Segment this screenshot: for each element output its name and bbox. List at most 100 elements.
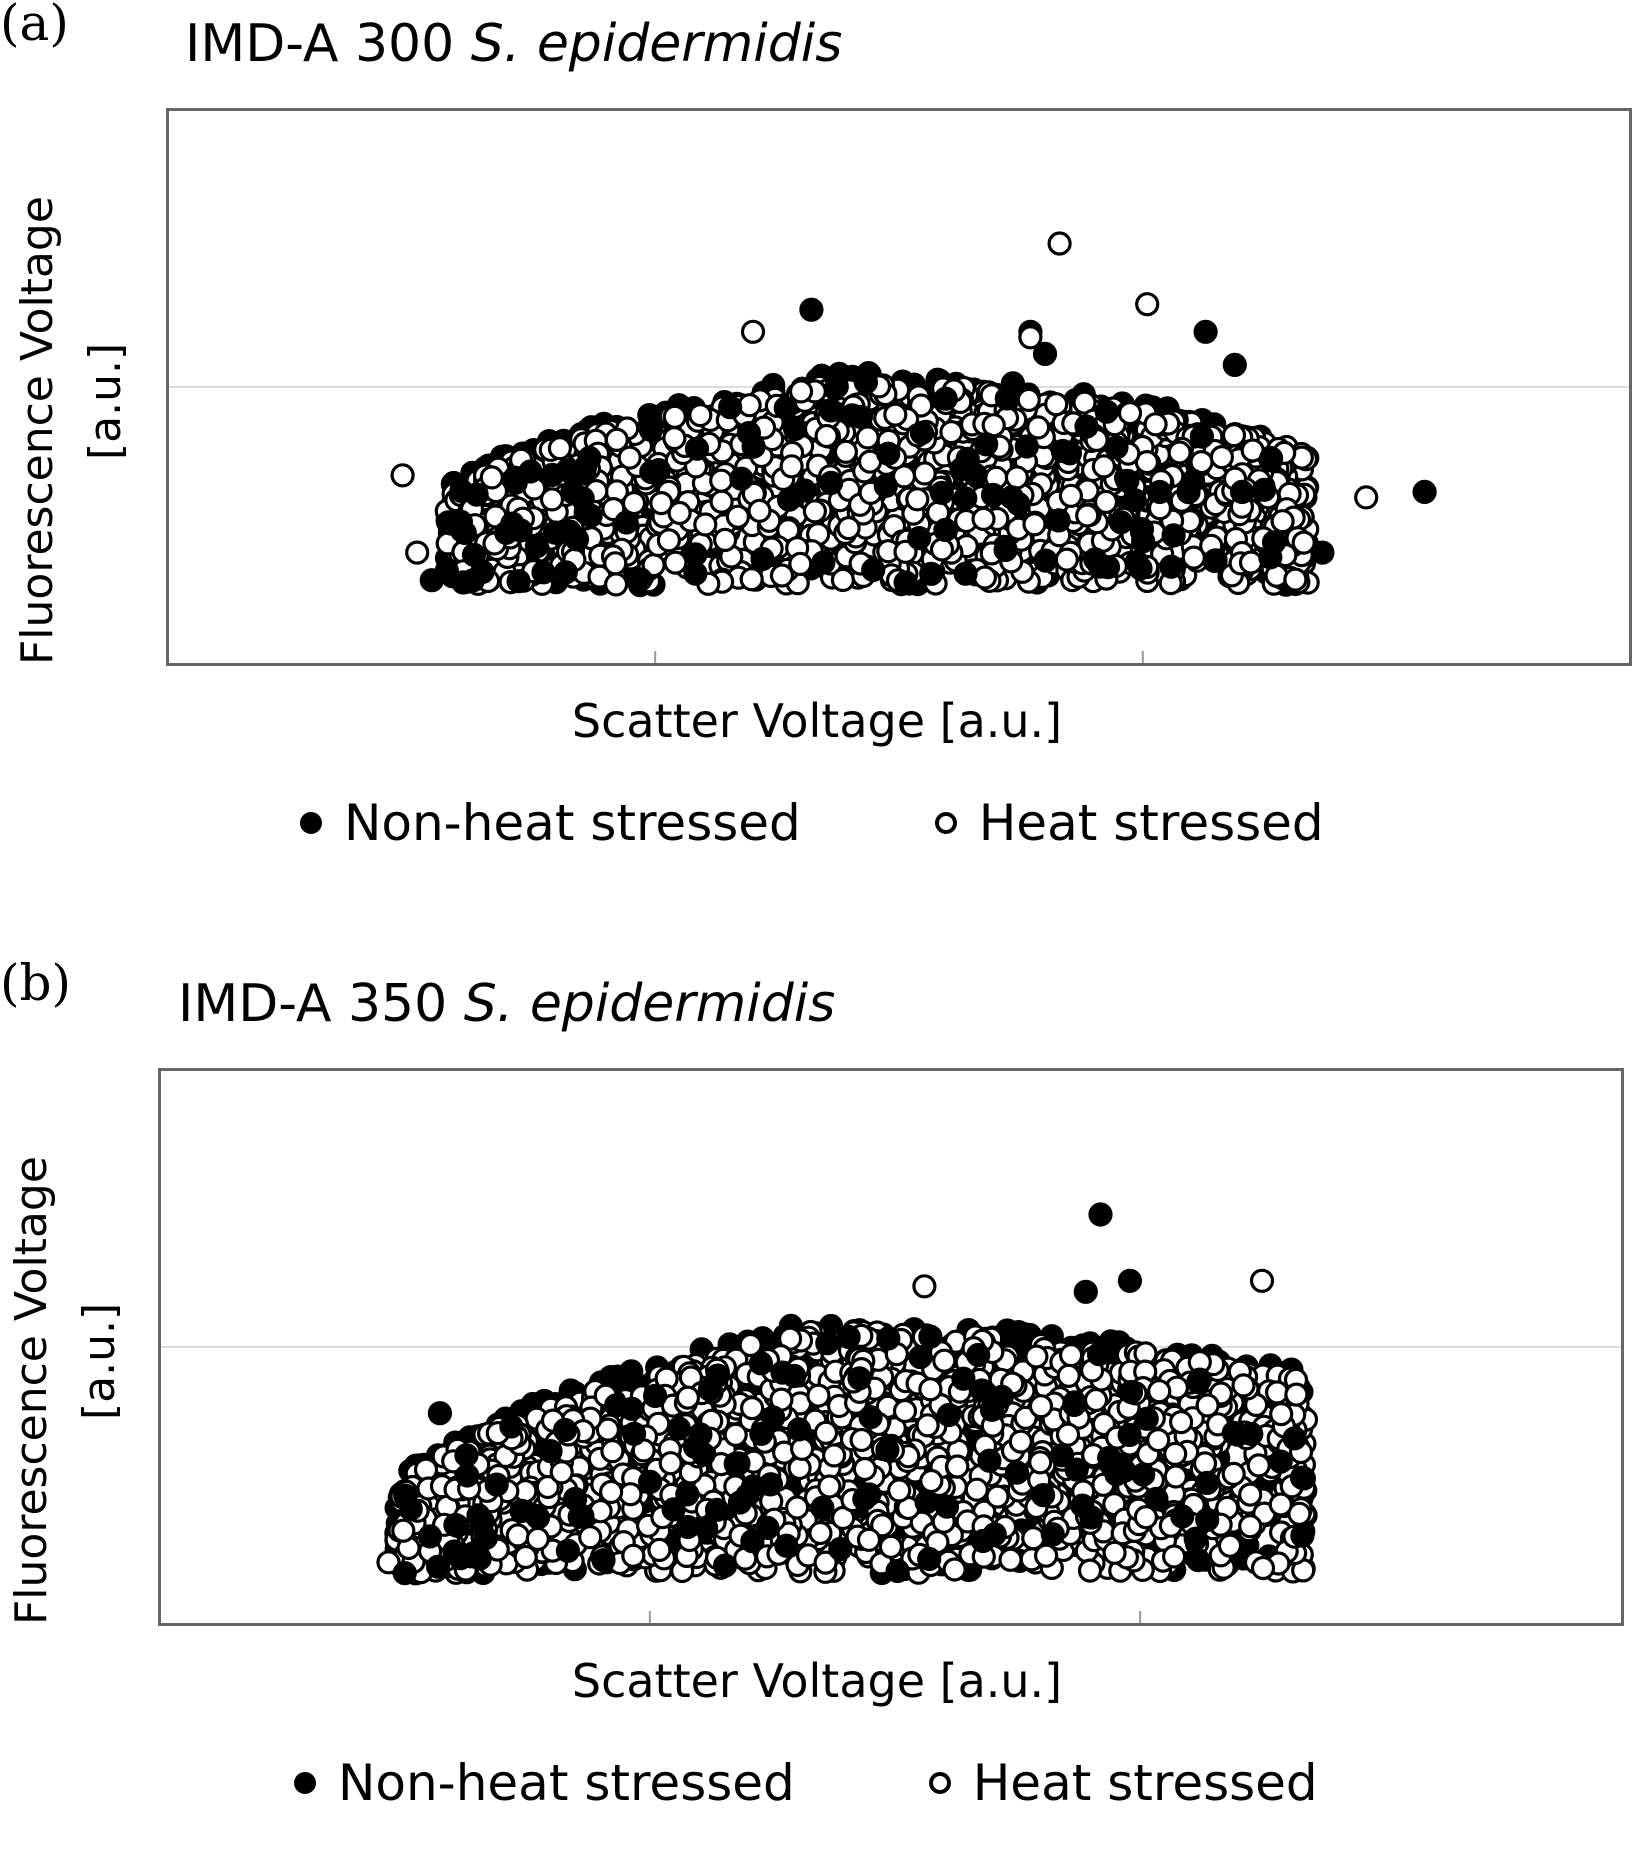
data-point-non-heat (1096, 401, 1117, 422)
data-point-non-heat (996, 388, 1017, 409)
data-point-non-heat (1052, 441, 1073, 462)
data-point-heat (1293, 532, 1314, 553)
data-point-heat (1241, 552, 1262, 573)
data-point-non-heat (1016, 436, 1037, 457)
filled-circle-icon (300, 812, 322, 834)
data-point-non-heat (976, 434, 997, 455)
data-point-non-heat (794, 480, 815, 501)
data-point-non-heat (921, 563, 942, 584)
data-point-heat (1024, 514, 1045, 535)
data-point-heat (605, 553, 626, 574)
data-point-non-heat (1204, 551, 1225, 572)
data-point-non-heat-outlier (801, 299, 822, 320)
data-point-heat (907, 489, 928, 510)
data-point-heat (739, 395, 760, 416)
data-point-non-heat (572, 488, 593, 509)
data-point-non-heat (436, 560, 457, 581)
open-circle-icon (935, 812, 957, 834)
data-point-non-heat (820, 400, 841, 421)
data-point-non-heat (466, 484, 487, 505)
chart-panel-b: (b) IMD-A 350 S. epidermidis Fluorescenc… (0, 960, 1634, 1860)
data-point-non-heat (842, 405, 863, 426)
data-point-heat (804, 501, 825, 522)
data-point-heat (1056, 549, 1077, 570)
data-point-non-heat (1098, 557, 1119, 578)
y-axis-label-line2: [a.u.] (80, 343, 130, 460)
data-point-non-heat (875, 475, 896, 496)
data-point-heat (606, 429, 627, 450)
x-axis-label-text: Scatter Voltage [a.u.] (572, 694, 1062, 748)
data-point-heat (857, 427, 878, 448)
data-point-non-heat (1035, 550, 1056, 571)
data-point-non-heat (909, 528, 930, 549)
data-point-non-heat (464, 544, 485, 565)
data-point-heat (1224, 425, 1245, 446)
data-point-heat (1120, 403, 1141, 424)
data-point-non-heat (687, 438, 708, 459)
data-point-heat (741, 569, 762, 590)
data-point-non-heat-outlier (1090, 1204, 1111, 1225)
scatter-plot (169, 111, 1629, 663)
data-point-heat (791, 381, 812, 402)
data-point-non-heat (935, 519, 956, 540)
legend: Non-heat stressed Heat stressed (300, 788, 1324, 852)
data-point-non-heat (1178, 482, 1199, 503)
data-point-non-heat (955, 563, 976, 584)
data-point-non-heat (821, 472, 842, 493)
data-point-non-heat (1106, 437, 1127, 458)
plot-area (158, 1068, 1624, 1626)
data-point-non-heat-outlier (1195, 321, 1216, 342)
data-point-non-heat (995, 539, 1016, 560)
title-prefix: IMD-A 300 (185, 14, 471, 74)
data-point-non-heat (863, 560, 884, 581)
data-point-heat (880, 1536, 901, 1557)
data-point-heat (810, 1523, 831, 1544)
data-point-non-heat (911, 422, 932, 443)
data-point-heat (932, 539, 953, 560)
data-point-non-heat (720, 397, 741, 418)
title-species: S. epidermidis (471, 14, 843, 74)
data-point-heat (727, 506, 748, 527)
y-axis-label: Fluorescence Voltage [a.u.] (10, 150, 130, 670)
data-point-heat (1272, 511, 1293, 532)
data-point-heat (542, 489, 563, 510)
data-point-non-heat (1232, 481, 1253, 502)
data-point-heat-outlier (1137, 294, 1158, 315)
data-point-heat (1018, 389, 1039, 410)
data-point-heat (1093, 456, 1114, 477)
data-point-heat (885, 404, 906, 425)
data-point-heat (832, 569, 853, 590)
data-point-non-heat (555, 562, 576, 583)
data-point-non-heat (496, 522, 517, 543)
data-point-heat (1060, 485, 1081, 506)
data-point-non-heat (1048, 510, 1069, 531)
y-axis-label-line1: Fluorescence Voltage (6, 1156, 57, 1625)
data-point-non-heat (508, 571, 529, 592)
data-point-non-heat (1130, 558, 1151, 579)
data-point-non-heat (1191, 426, 1212, 447)
data-point-non-heat (542, 464, 563, 485)
data-point-heat-outlier (407, 542, 428, 563)
data-point-non-heat (1163, 525, 1184, 546)
data-point-heat (549, 438, 570, 459)
y-axis-label-line2: [a.u.] (74, 1303, 124, 1420)
data-point-non-heat (462, 570, 483, 591)
legend-item-non-heat: Non-heat stressed (300, 794, 801, 852)
data-point-non-heat (813, 552, 834, 573)
data-point-heat (1285, 569, 1306, 590)
data-point-heat (973, 508, 994, 529)
plot-area (166, 108, 1632, 666)
data-point-non-heat-outlier (1414, 481, 1435, 502)
data-point-heat (606, 574, 627, 595)
data-point-non-heat (957, 448, 978, 469)
data-point-non-heat (616, 512, 637, 533)
data-point-heat (695, 514, 716, 535)
y-axis-label-svg: Fluorescence Voltage [a.u.] (10, 150, 130, 670)
title-species: S. epidermidis (464, 974, 836, 1034)
data-point-heat-outlier (743, 321, 764, 342)
y-axis-label-svg: Fluorescence Voltage [a.u.] (4, 1110, 124, 1630)
data-point-non-heat-outlier (1224, 354, 1245, 375)
data-point-non-heat (855, 372, 876, 393)
data-point-heat (816, 426, 837, 447)
data-point-heat-outlier (1020, 327, 1041, 348)
